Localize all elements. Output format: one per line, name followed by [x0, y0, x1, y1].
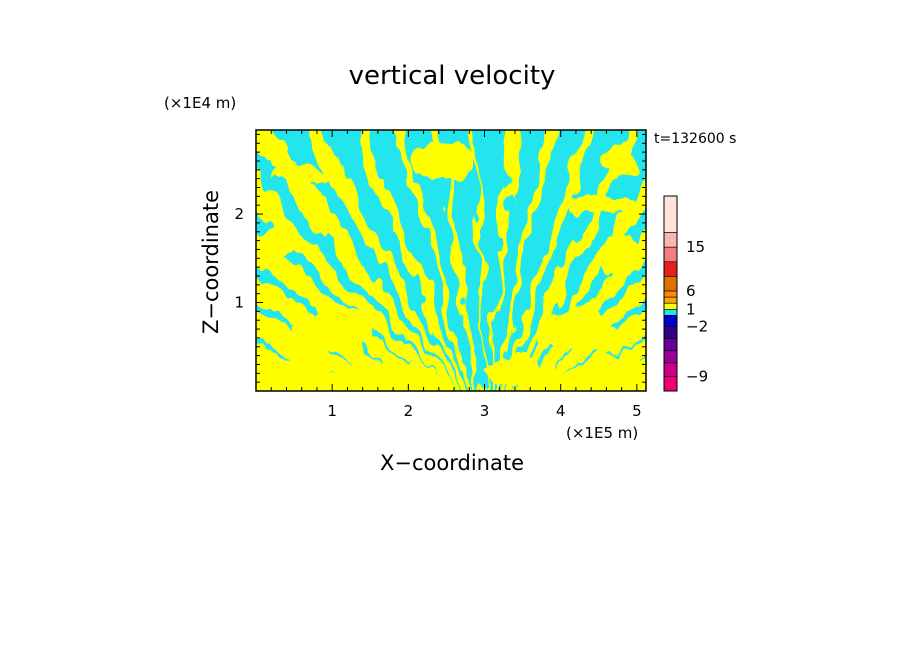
- positive-band: [434, 130, 480, 391]
- colorbar-label: 1: [686, 300, 696, 318]
- positive-blob: [270, 166, 330, 184]
- colorbar-level: [663, 246, 678, 263]
- colorbar: 15 61−2 −9: [663, 195, 708, 392]
- colorbar-label: −9: [686, 367, 708, 385]
- y-axis-label: Z−coordinate: [199, 190, 223, 334]
- y-unit-label: (×1E4 m): [164, 94, 236, 112]
- chart-title: vertical velocity: [349, 61, 556, 91]
- colorbar-level: [663, 315, 678, 327]
- positive-band: [529, 274, 646, 391]
- colorbar-level: [663, 290, 678, 298]
- positive-blob: [535, 310, 615, 350]
- time-label: t=132600 s: [654, 131, 736, 147]
- colorbar-level: [663, 376, 678, 392]
- x-tick-label: 3: [480, 402, 490, 420]
- positive-blob: [570, 195, 630, 215]
- positive-band: [473, 130, 485, 391]
- plot-frame: [255, 129, 647, 392]
- positive-band: [393, 130, 474, 391]
- colorbar-level: [663, 195, 678, 233]
- positive-band: [488, 130, 517, 391]
- colorbar-level: [663, 309, 678, 316]
- x-axis: 1 2 3 4 5: [255, 130, 642, 420]
- positive-band: [493, 130, 556, 391]
- positive-blob: [256, 140, 288, 160]
- positive-velocity-bands: [256, 130, 646, 391]
- x-tick-label: 2: [404, 402, 414, 420]
- colorbar-label: 6: [686, 282, 696, 300]
- colorbar-level: [663, 302, 678, 310]
- x-tick-label: 1: [327, 402, 337, 420]
- colorbar-level: [663, 261, 678, 277]
- positive-blob: [607, 235, 643, 275]
- colorbar-level: [663, 296, 678, 304]
- x-unit-label: (×1E5 m): [566, 424, 638, 442]
- x-axis-label: X−coordinate: [380, 451, 524, 475]
- colorbar-level: [663, 232, 678, 248]
- y-tick-label: 1: [234, 294, 244, 312]
- positive-blob: [598, 148, 642, 172]
- positive-blob: [290, 308, 370, 352]
- positive-band: [541, 308, 646, 391]
- positive-blob: [480, 358, 560, 386]
- positive-blob: [585, 356, 645, 388]
- positive-band: [301, 130, 462, 391]
- positive-blob: [256, 356, 325, 384]
- positive-blob: [335, 363, 425, 387]
- x-tick-label: 4: [556, 402, 566, 420]
- colorbar-level: [663, 338, 678, 352]
- y-tick-label: 2: [234, 205, 244, 223]
- colorbar-level: [663, 276, 678, 292]
- colorbar-level: [663, 326, 678, 339]
- colorbar-level: [663, 350, 678, 364]
- colorbar-label: −2: [686, 317, 708, 335]
- positive-blob: [258, 226, 302, 254]
- colorbar-frame: [663, 195, 678, 392]
- positive-band: [256, 130, 454, 391]
- velocity-field: [256, 130, 646, 391]
- colorbar-level: [663, 362, 678, 377]
- positive-band: [256, 178, 446, 391]
- positive-band: [499, 130, 598, 391]
- positive-band: [350, 130, 468, 391]
- colorbar-label: 15: [686, 238, 705, 256]
- x-tick-label: 5: [632, 402, 642, 420]
- positive-band: [619, 382, 646, 391]
- positive-blob: [415, 142, 475, 178]
- y-axis: 12: [234, 133, 646, 392]
